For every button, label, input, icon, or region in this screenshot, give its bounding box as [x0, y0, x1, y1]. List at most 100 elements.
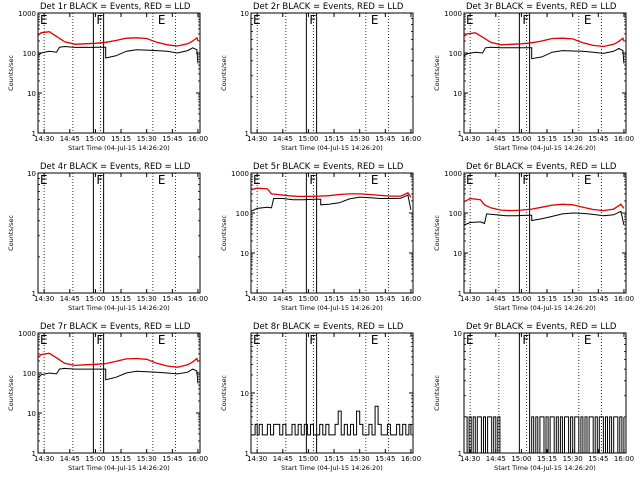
x-tick-label: 14:30 [34, 455, 54, 463]
events-series-line [252, 405, 412, 436]
y-tick-label: 1 [245, 450, 249, 458]
y-tick-label: 1 [245, 290, 249, 298]
x-tick-label: 15:30 [350, 455, 370, 463]
x-tick-label: 15:30 [563, 135, 583, 143]
x-tick-label: 15:30 [563, 455, 583, 463]
y-tick-label: 1 [32, 130, 36, 138]
x-tick-label: 14:45 [60, 135, 80, 143]
events-series-line [463, 46, 625, 64]
detector-panel: Det 9r BLACK = Events, RED = LLD E F E 14:30… [426, 320, 639, 480]
plot-frame [37, 332, 201, 454]
detector-panel: Det 7r BLACK = Events, RED = LLD E F E 14:30… [0, 320, 213, 480]
x-tick-label: 15:45 [375, 135, 395, 143]
event-marker-label: E [40, 13, 48, 27]
y-axis-label: Counts/sec [433, 215, 441, 251]
x-tick-label: 14:45 [486, 295, 506, 303]
x-tick-label: 15:15 [324, 295, 344, 303]
y-tick-label: 1000 [444, 170, 462, 178]
x-tick-label: 16:00 [614, 455, 634, 463]
event-marker-label: F [522, 333, 529, 347]
event-marker-label: F [309, 173, 316, 187]
events-series-line [37, 367, 199, 384]
event-marker-label: E [584, 333, 592, 347]
y-tick-label: 1 [458, 130, 462, 138]
x-tick-label: 14:45 [486, 135, 506, 143]
x-tick-label: 14:30 [460, 455, 480, 463]
x-tick-label: 14:30 [247, 455, 267, 463]
event-marker-label: E [371, 13, 379, 27]
x-tick-label: 16:00 [401, 455, 421, 463]
detector-panel: Det 3r BLACK = Events, RED = LLD E F E 14:30… [426, 0, 639, 160]
x-tick-label: 14:30 [460, 295, 480, 303]
y-tick-label: 1 [458, 450, 462, 458]
plot-frame [37, 172, 201, 294]
x-axis-label: Start Time (04-Jul-15 14:26:20) [281, 144, 383, 152]
x-tick-label: 15:00 [85, 455, 105, 463]
x-tick-label: 14:30 [460, 135, 480, 143]
y-tick-label: 10 [27, 410, 36, 418]
event-marker-label: E [158, 173, 166, 187]
y-tick-label: 10 [453, 330, 462, 338]
y-tick-label: 10 [453, 90, 462, 98]
y-axis-label: Counts/sec [220, 215, 228, 251]
y-tick-label: 100 [23, 370, 36, 378]
y-tick-label: 100 [449, 210, 462, 218]
x-tick-label: 15:00 [511, 295, 531, 303]
x-tick-label: 14:30 [247, 135, 267, 143]
x-tick-label: 15:45 [588, 295, 608, 303]
y-axis-label: Counts/sec [220, 375, 228, 411]
x-axis-label: Start Time (04-Jul-15 14:26:20) [494, 144, 596, 152]
event-marker-label: E [40, 333, 48, 347]
y-tick-label: 10 [27, 90, 36, 98]
events-series-line [37, 45, 199, 64]
x-tick-label: 15:30 [350, 135, 370, 143]
lld-series-line [37, 31, 199, 47]
plot-frame [250, 12, 414, 134]
y-tick-label: 100 [236, 210, 249, 218]
x-tick-label: 15:15 [111, 135, 131, 143]
plot-frame [463, 172, 627, 294]
y-tick-label: 10 [240, 10, 249, 18]
y-tick-label: 1000 [18, 330, 36, 338]
chart-title: Det 6r BLACK = Events, RED = LLD [466, 162, 617, 172]
event-marker-label: F [522, 173, 529, 187]
events-series-line [465, 416, 625, 454]
detector-panel: Det 1r BLACK = Events, RED = LLD E F E 14:30… [0, 0, 213, 160]
chart-title: Det 7r BLACK = Events, RED = LLD [40, 322, 191, 332]
event-marker-label: E [158, 333, 166, 347]
x-tick-label: 15:00 [298, 135, 318, 143]
lld-series-line [250, 187, 412, 198]
x-tick-label: 15:00 [511, 135, 531, 143]
x-tick-label: 15:15 [111, 295, 131, 303]
detector-panel: Det 8r BLACK = Events, RED = LLD E F E 14:30… [213, 320, 426, 480]
plot-frame [37, 12, 201, 134]
event-marker-label: F [522, 13, 529, 27]
event-marker-label: F [96, 333, 103, 347]
x-axis-label: Start Time (04-Jul-15 14:26:20) [281, 464, 383, 472]
x-tick-label: 15:00 [298, 455, 318, 463]
detector-panel: Det 4r BLACK = Events, RED = LLD E F E 14:30… [0, 160, 213, 320]
y-tick-label: 1000 [231, 170, 249, 178]
x-axis-label: Start Time (04-Jul-15 14:26:20) [68, 464, 170, 472]
x-tick-label: 15:45 [162, 135, 182, 143]
x-tick-label: 16:00 [614, 295, 634, 303]
y-tick-label: 100 [449, 50, 462, 58]
y-tick-label: 10 [453, 250, 462, 258]
x-tick-label: 14:45 [60, 455, 80, 463]
x-tick-label: 16:00 [401, 295, 421, 303]
event-marker-label: F [309, 333, 316, 347]
y-axis-label: Counts/sec [7, 55, 15, 91]
x-tick-label: 14:30 [247, 295, 267, 303]
x-tick-label: 14:45 [273, 135, 293, 143]
lld-series-line [463, 197, 625, 212]
lld-series-line [37, 352, 199, 368]
y-axis-label: Counts/sec [7, 375, 15, 411]
x-axis-label: Start Time (04-Jul-15 14:26:20) [494, 304, 596, 312]
chart-title: Det 2r BLACK = Events, RED = LLD [253, 2, 404, 12]
x-tick-label: 16:00 [188, 295, 208, 303]
